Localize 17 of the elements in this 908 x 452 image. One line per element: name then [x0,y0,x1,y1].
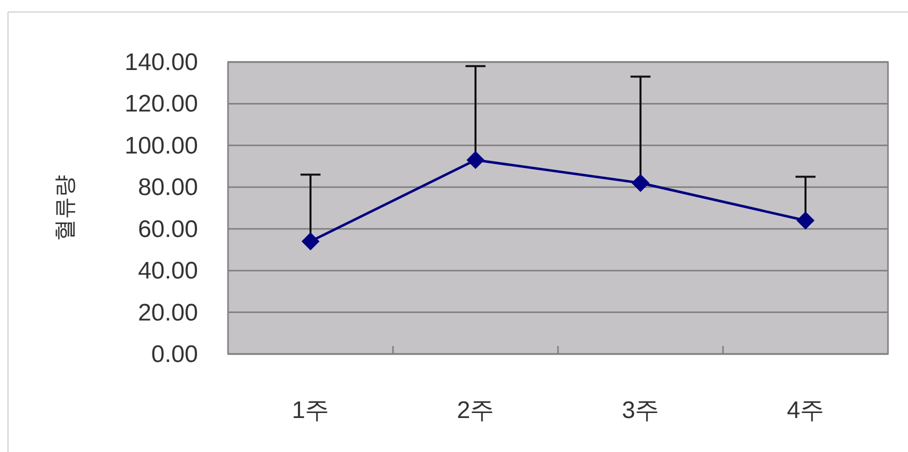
x-tick-label: 2주 [456,397,494,424]
point [796,212,814,230]
x-tick-label: 1주 [292,397,330,424]
y-tick-label: 100.00 [124,132,198,160]
y-tick-label: 40.00 [138,258,198,285]
y-tick-label: 60.00 [138,216,198,243]
x-tick-label: 4주 [786,397,824,424]
y-axis-title: 혈류량 [52,175,77,241]
y-tick-label: 80.00 [138,174,198,202]
y-tick-label: 0.00 [151,341,198,368]
point [302,232,320,250]
x-tick-label: 3주 [622,397,660,424]
point [632,174,650,192]
y-tick-label: 140.00 [124,49,198,76]
y-tick-label: 120.00 [124,90,198,118]
y-tick-label: 20.00 [138,299,198,326]
point [466,151,484,170]
